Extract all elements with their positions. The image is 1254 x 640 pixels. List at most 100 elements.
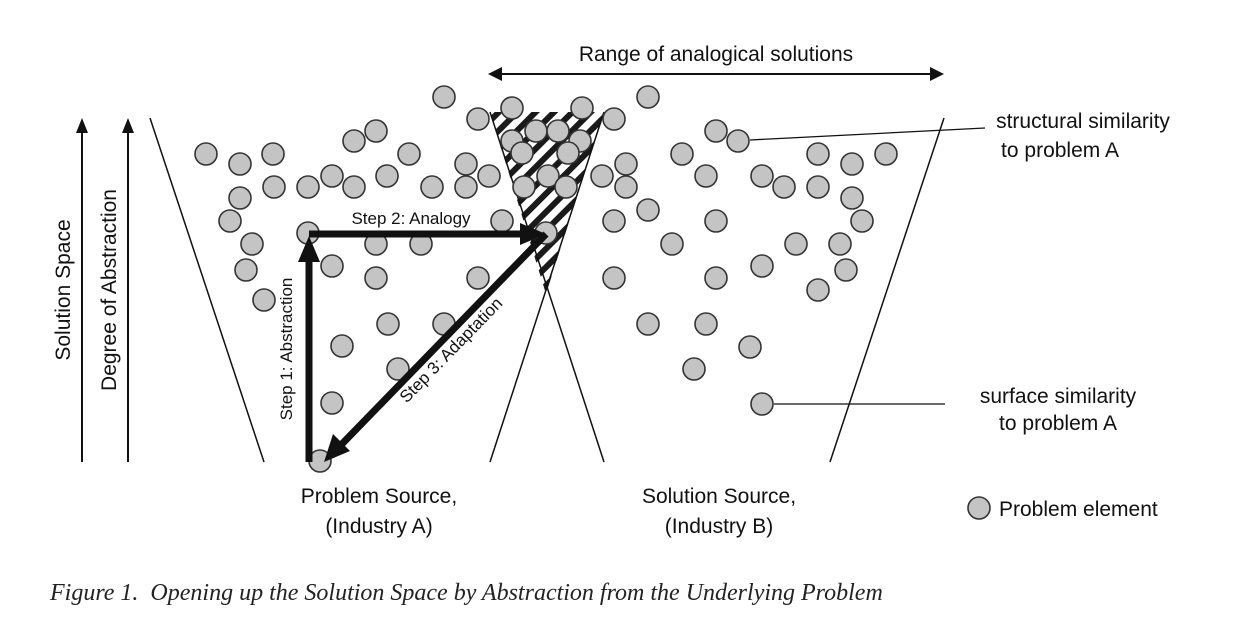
problem-element-dot (296, 175, 320, 199)
problem-element-dot (320, 254, 344, 278)
problem-source-label-2: (Industry A) (325, 515, 432, 538)
legend-dot (967, 496, 991, 520)
problem-element-dot (636, 85, 660, 109)
problem-element-dot (602, 209, 626, 233)
problem-element-dot (228, 152, 252, 176)
surface-similarity-label-1: surface similarity (980, 385, 1137, 408)
problem-element-dot (466, 107, 490, 131)
problem-element-dot (704, 119, 728, 143)
problem-source-label-1: Problem Source, (301, 485, 457, 508)
problem-element-dot (750, 392, 774, 416)
problem-element-dot (524, 119, 548, 143)
problem-element-dot (806, 278, 830, 302)
problem-element-dot (570, 96, 594, 120)
problem-funnel-left (149, 117, 265, 463)
problem-element-dot (477, 164, 501, 188)
problem-element-dot (784, 232, 808, 256)
problem-element-dot (320, 164, 344, 188)
problem-element-dot (466, 266, 490, 290)
legend-label: Problem element (999, 498, 1158, 521)
problem-element-dot (828, 232, 852, 256)
step-2-label: Step 2: Analogy (351, 209, 471, 228)
problem-element-dot (228, 186, 252, 210)
problem-element-dot (342, 129, 366, 153)
problem-element-dot (614, 175, 638, 199)
problem-element-dot (490, 209, 514, 233)
problem-element-dot (556, 141, 580, 165)
problem-element-dot (614, 152, 638, 176)
problem-element-dot (806, 142, 830, 166)
problem-element-dot (536, 164, 560, 188)
adaptation-arrowhead (324, 434, 350, 462)
problem-element-dot (806, 175, 830, 199)
solution-source-label-1: Solution Source, (642, 485, 796, 508)
solution-funnel-right (829, 117, 945, 463)
problem-element-dot (590, 164, 614, 188)
problem-element-dot (500, 96, 524, 120)
problem-element-dot (240, 232, 264, 256)
problem-element-dot (750, 164, 774, 188)
problem-element-dot (772, 175, 796, 199)
problem-element-dot (546, 119, 570, 143)
problem-element-dot (320, 391, 344, 415)
solution-space-axis-label: Solution Space (52, 219, 75, 360)
problem-element-dot (454, 152, 478, 176)
degree-of-abstraction-axis-label: Degree of Abstraction (98, 189, 121, 391)
surface-similarity-label-2: to problem A (999, 412, 1117, 435)
step-arrows (305, 230, 549, 462)
problem-element-dot (694, 312, 718, 336)
step-1-label: Step 1: Abstraction (277, 278, 296, 421)
solution-funnel-left (489, 111, 605, 463)
problem-element-dot (738, 335, 762, 359)
problem-element-dot (375, 164, 399, 188)
problem-element-dot (252, 288, 276, 312)
figure-caption: Figure 1. Opening up the Solution Space … (49, 580, 883, 606)
problem-element-dot (510, 141, 534, 165)
problem-element-dot (342, 175, 366, 199)
problem-element-dot (364, 266, 388, 290)
funnel-lines (149, 111, 945, 463)
problem-element-dot (234, 258, 258, 282)
problem-element-dot (432, 85, 456, 109)
problem-element-dot (636, 198, 660, 222)
structural-callout-line (749, 127, 986, 141)
problem-element-dot (660, 232, 684, 256)
problem-element-dot (364, 119, 388, 143)
structural-similarity-label-2: to problem A (1001, 139, 1119, 162)
problem-element-dot (376, 312, 400, 336)
problem-element-dot (682, 357, 706, 381)
analogy-arrowhead (520, 223, 546, 245)
abstraction-arrowhead (298, 236, 320, 262)
problem-element-dot (704, 209, 728, 233)
problem-element-dot (330, 334, 354, 358)
problem-element-dot (194, 142, 218, 166)
problem-element-dot (704, 266, 728, 290)
problem-element-dot (726, 129, 750, 153)
problem-element-dot (386, 357, 410, 381)
problem-elements (194, 85, 898, 473)
problem-element-dot (750, 254, 774, 278)
problem-element-dot (850, 209, 874, 233)
range-label: Range of analogical solutions (579, 43, 853, 66)
problem-element-dot (397, 142, 421, 166)
problem-element-dot (554, 175, 578, 199)
problem-element-dot (840, 152, 864, 176)
solution-source-label-2: (Industry B) (665, 515, 774, 538)
problem-element-dot (420, 175, 444, 199)
problem-element-dot (261, 142, 285, 166)
problem-element-dot (840, 186, 864, 210)
problem-element-dot (834, 258, 858, 282)
problem-element-dot (454, 175, 478, 199)
axis-arrows (76, 118, 134, 462)
range-arrow (488, 67, 944, 81)
adaptation-arrow (337, 231, 549, 449)
problem-element-dot (602, 266, 626, 290)
problem-element-dot (602, 107, 626, 131)
problem-element-dot (512, 175, 536, 199)
problem-element-dot (694, 164, 718, 188)
problem-element-dot (874, 142, 898, 166)
problem-element-dot (262, 175, 286, 199)
problem-element-dot (636, 312, 660, 336)
problem-element-dot (218, 209, 242, 233)
